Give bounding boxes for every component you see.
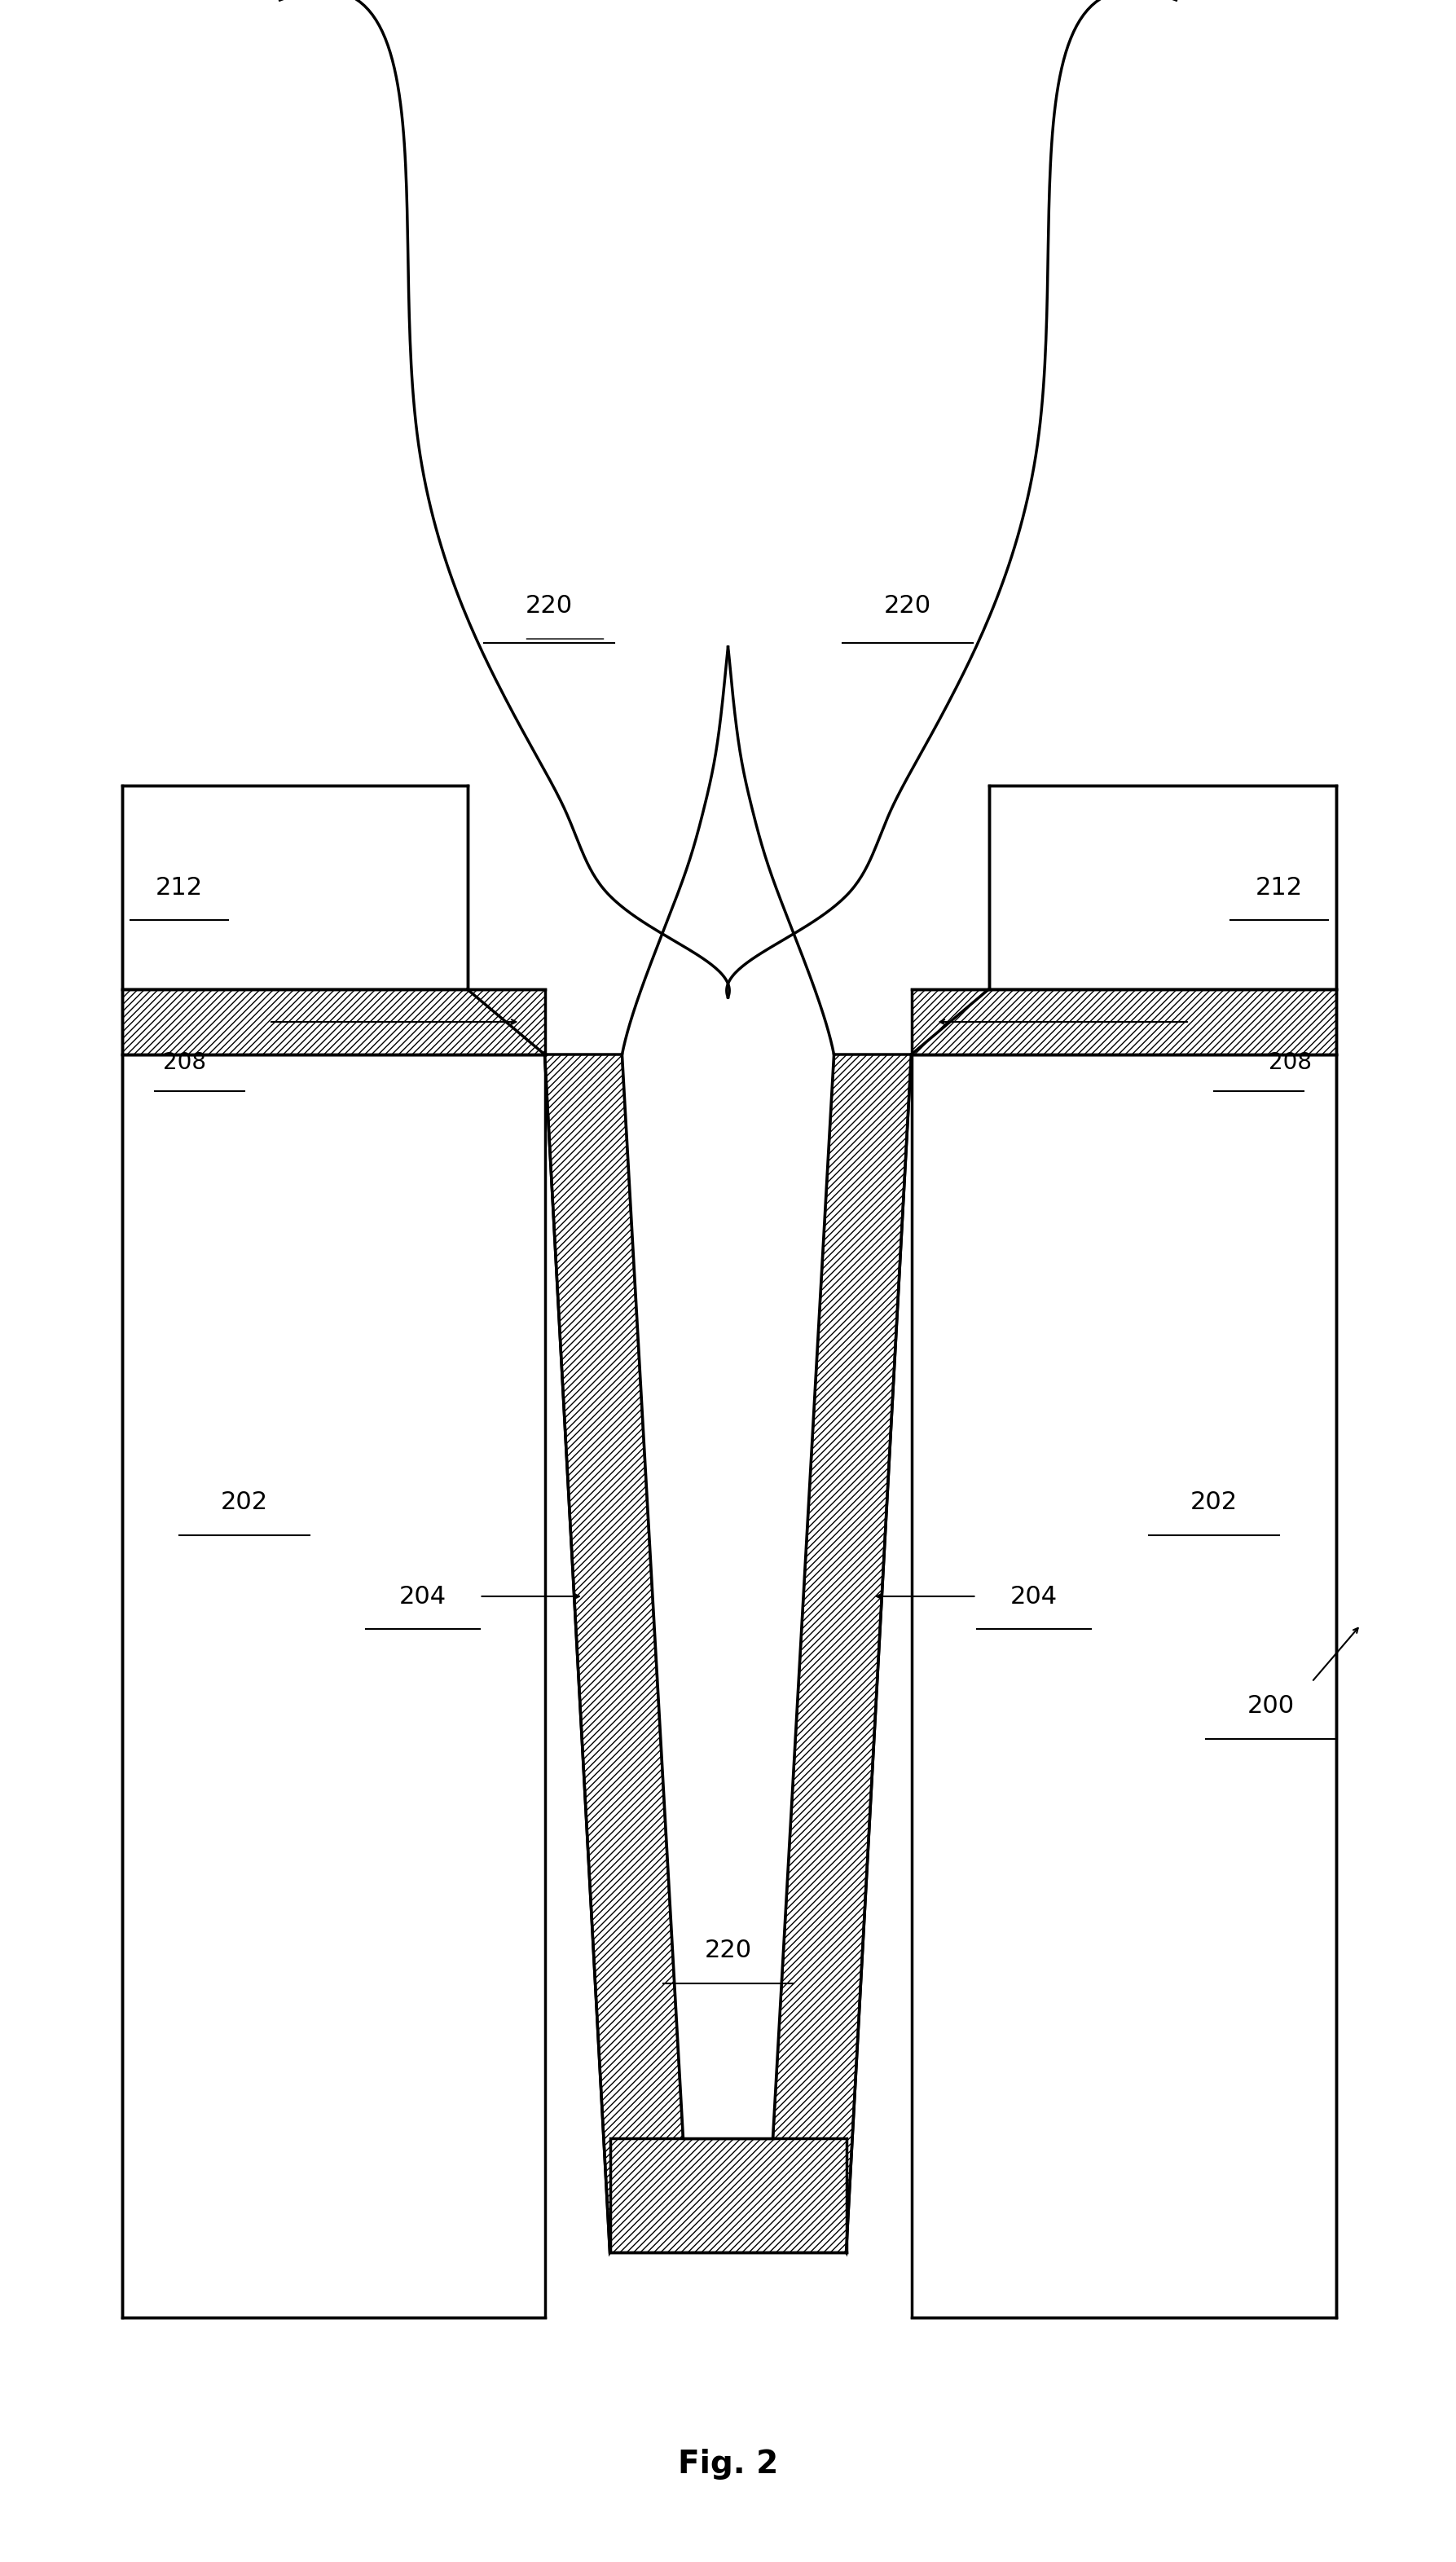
Text: 208: 208 (1268, 1050, 1312, 1073)
Text: 220: 220 (884, 594, 930, 617)
Polygon shape (622, 1056, 834, 2139)
Polygon shape (610, 2139, 846, 2252)
Text: 208: 208 (163, 1050, 207, 1073)
Polygon shape (122, 787, 467, 989)
Text: 200: 200 (1248, 1693, 1294, 1719)
Polygon shape (773, 1056, 911, 2252)
Text: 204: 204 (399, 1583, 446, 1609)
Polygon shape (122, 989, 545, 1056)
Text: 202: 202 (221, 1491, 268, 1514)
Text: 220: 220 (526, 594, 572, 617)
Polygon shape (122, 1056, 545, 2319)
Polygon shape (911, 1056, 1337, 2319)
Polygon shape (911, 989, 1337, 1056)
Polygon shape (545, 1056, 683, 2252)
Text: 204: 204 (1010, 1583, 1057, 1609)
Polygon shape (989, 787, 1337, 989)
Text: 212: 212 (1255, 876, 1303, 899)
Text: 202: 202 (1191, 1491, 1238, 1514)
Text: 220: 220 (705, 1939, 751, 1962)
Text: Fig. 2: Fig. 2 (678, 2449, 778, 2480)
Text: 212: 212 (156, 876, 202, 899)
